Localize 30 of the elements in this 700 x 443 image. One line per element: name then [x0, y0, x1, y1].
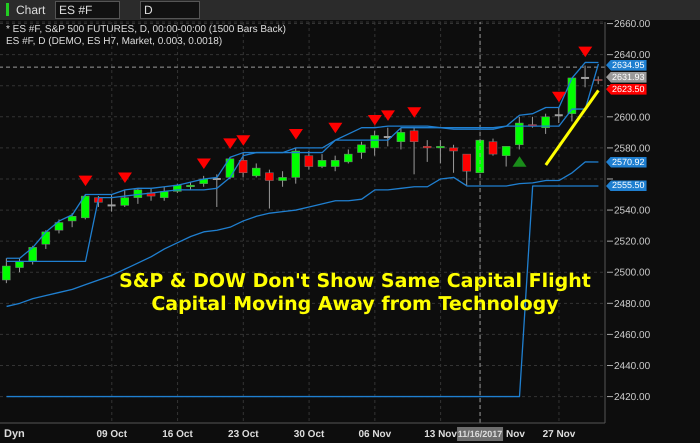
y-tick-label: 2520.00: [614, 236, 651, 248]
x-tick-label: 11/16/2017: [458, 429, 502, 439]
x-tick-label: 27 Nov: [542, 429, 576, 440]
data-label: 2555.50: [606, 180, 647, 192]
text: Dyn: [4, 428, 25, 440]
x-tick-label: 06 Nov: [358, 429, 392, 440]
x-tick-label: 09 Oct: [96, 429, 128, 440]
x-tick-label: 30 Oct: [294, 429, 326, 440]
y-tick-label: 2480.00: [614, 298, 651, 310]
y-tick-label: 2660.00: [614, 19, 651, 30]
annotation: S&P & DOW Don't Show Same Capital Flight: [118, 270, 592, 293]
y-tick-label: 2460.00: [614, 330, 651, 341]
text: ES #F, D (DEMO, ES H7, Market, 0.003, 0.0018): [6, 36, 224, 48]
y-tick-label: 2600.00: [614, 112, 651, 124]
toolbar: Chart ES #F D: [0, 0, 700, 20]
y-tick-label: 2440.00: [614, 360, 651, 372]
y-tick-label: 2640.00: [614, 50, 651, 62]
data-label: 2570.92: [606, 156, 647, 168]
ref-line-label: 2631.93: [606, 72, 647, 83]
y-tick-label: 2580.00: [614, 143, 651, 154]
x-tick-label: 13 Nov: [424, 429, 458, 440]
y-tick-label: 2540.00: [614, 206, 651, 217]
y-tick-label: 2500.00: [614, 268, 651, 279]
data-label: 2634.95: [606, 60, 647, 71]
y-tick-label: 2420.00: [614, 392, 651, 404]
text: Nov: [506, 429, 526, 440]
chart-title: * ES #F, S&P 500 FUTURES, D, 00:00-00:00 (1500 Bars Back): [6, 24, 286, 36]
text: 2623.50: [606, 84, 647, 95]
x-tick-label: 23 Oct: [228, 429, 260, 440]
x-tick-label: 16 Oct: [162, 429, 194, 440]
